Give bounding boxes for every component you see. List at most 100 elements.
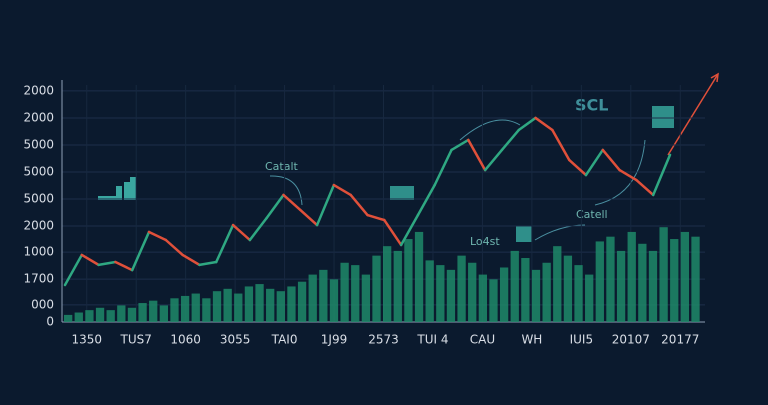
y-tick-label: 5000	[23, 191, 54, 205]
volume-bar	[95, 307, 105, 322]
price-segment	[164, 238, 184, 257]
volume-bar	[329, 279, 339, 322]
x-tick-label: WH	[521, 333, 542, 347]
volume-bar	[351, 265, 360, 322]
volume-bar	[127, 307, 137, 322]
price-segment	[601, 148, 621, 172]
price-segment	[231, 223, 252, 242]
y-tick-label: 1000	[23, 245, 54, 259]
price-segment	[517, 116, 537, 132]
y-tick-label: 1700	[23, 272, 54, 286]
volume-bar	[266, 288, 275, 322]
y-tick-label: 2000	[23, 83, 54, 97]
volume-bar	[648, 250, 658, 322]
price-segment	[63, 253, 84, 287]
icon	[652, 106, 674, 128]
icon	[116, 186, 122, 200]
trend-arrow	[667, 73, 719, 156]
volume-bar	[372, 255, 381, 322]
price-segment	[198, 260, 218, 267]
price-segment	[315, 183, 336, 227]
price-segment	[80, 253, 100, 267]
icon	[124, 182, 130, 200]
price-segment	[433, 148, 453, 187]
connector	[459, 119, 521, 141]
volume-bar	[574, 265, 583, 322]
price-segment	[181, 253, 201, 267]
price-segment	[114, 260, 134, 272]
annotation: SCL	[575, 96, 608, 115]
x-tick-label: CAU	[470, 333, 495, 347]
volume-bar	[510, 250, 519, 322]
volume-bar	[234, 293, 243, 322]
volume-bar	[170, 298, 179, 322]
annotation: Catalt	[265, 160, 299, 173]
volume-bar	[531, 269, 541, 322]
volume-bar	[585, 274, 594, 322]
volume-bar	[489, 279, 498, 322]
connector	[534, 224, 586, 241]
volume-bar	[361, 274, 371, 322]
volume-bar	[606, 236, 615, 322]
volume-bar	[223, 288, 232, 322]
volume-bar	[393, 250, 402, 322]
icon	[130, 177, 136, 200]
price-segment	[551, 128, 571, 162]
price-segment	[97, 260, 117, 267]
volume-bar	[149, 300, 158, 322]
y-tick-label: 0	[46, 315, 54, 329]
volume-bar	[180, 295, 190, 322]
price-segment	[399, 213, 420, 247]
volume-bar	[627, 231, 636, 322]
price-segment	[265, 193, 285, 220]
connector	[594, 139, 646, 206]
icon	[390, 186, 414, 200]
y-tick-label: 2000	[23, 219, 54, 233]
volume-bar	[106, 310, 115, 322]
x-tick-label: 1J99	[321, 333, 347, 347]
volume-bar	[74, 312, 83, 322]
volume-bar	[457, 255, 466, 322]
trend-arrow	[710, 72, 719, 83]
x-tick-label: 1060	[170, 333, 201, 347]
volume-bar	[595, 241, 604, 322]
price-segment	[567, 158, 588, 177]
volume-bar	[287, 286, 296, 322]
volume-bar	[117, 305, 126, 322]
volume-bar	[616, 250, 626, 322]
price-segment	[215, 223, 235, 264]
price-segment	[130, 230, 151, 272]
price-segment	[450, 138, 470, 152]
price-segment	[500, 128, 520, 152]
volume-bar	[638, 243, 647, 322]
volume-bar	[542, 262, 551, 322]
y-tick-label: 5000	[23, 164, 54, 178]
volume-bar	[212, 291, 222, 322]
volume-bar	[468, 262, 477, 322]
price-segment	[332, 183, 352, 197]
y-tick-label: 5000	[23, 137, 54, 151]
annotation: Lo4st	[470, 235, 500, 248]
x-tick-label: TUI 4	[416, 333, 448, 347]
price-segment	[366, 213, 386, 222]
x-tick-label: 3055	[220, 333, 251, 347]
volume-bar	[138, 303, 147, 322]
connector	[269, 175, 303, 206]
price-segment	[635, 178, 655, 197]
volume-bar	[691, 236, 700, 322]
x-tick-label: 2573	[368, 333, 399, 347]
volume-bar	[64, 314, 73, 322]
price-segment	[584, 148, 605, 177]
x-tick-label: TAI0	[271, 333, 298, 347]
x-tick-label: 20107	[612, 333, 650, 347]
volume-bar	[202, 298, 211, 322]
price-segment	[383, 218, 403, 247]
volume-bar	[436, 265, 445, 322]
decor	[98, 72, 719, 242]
price-segment	[299, 208, 319, 227]
price-segment	[534, 116, 554, 132]
volume-bar	[255, 284, 264, 322]
price-segment	[416, 183, 436, 217]
price-segment	[483, 148, 504, 172]
